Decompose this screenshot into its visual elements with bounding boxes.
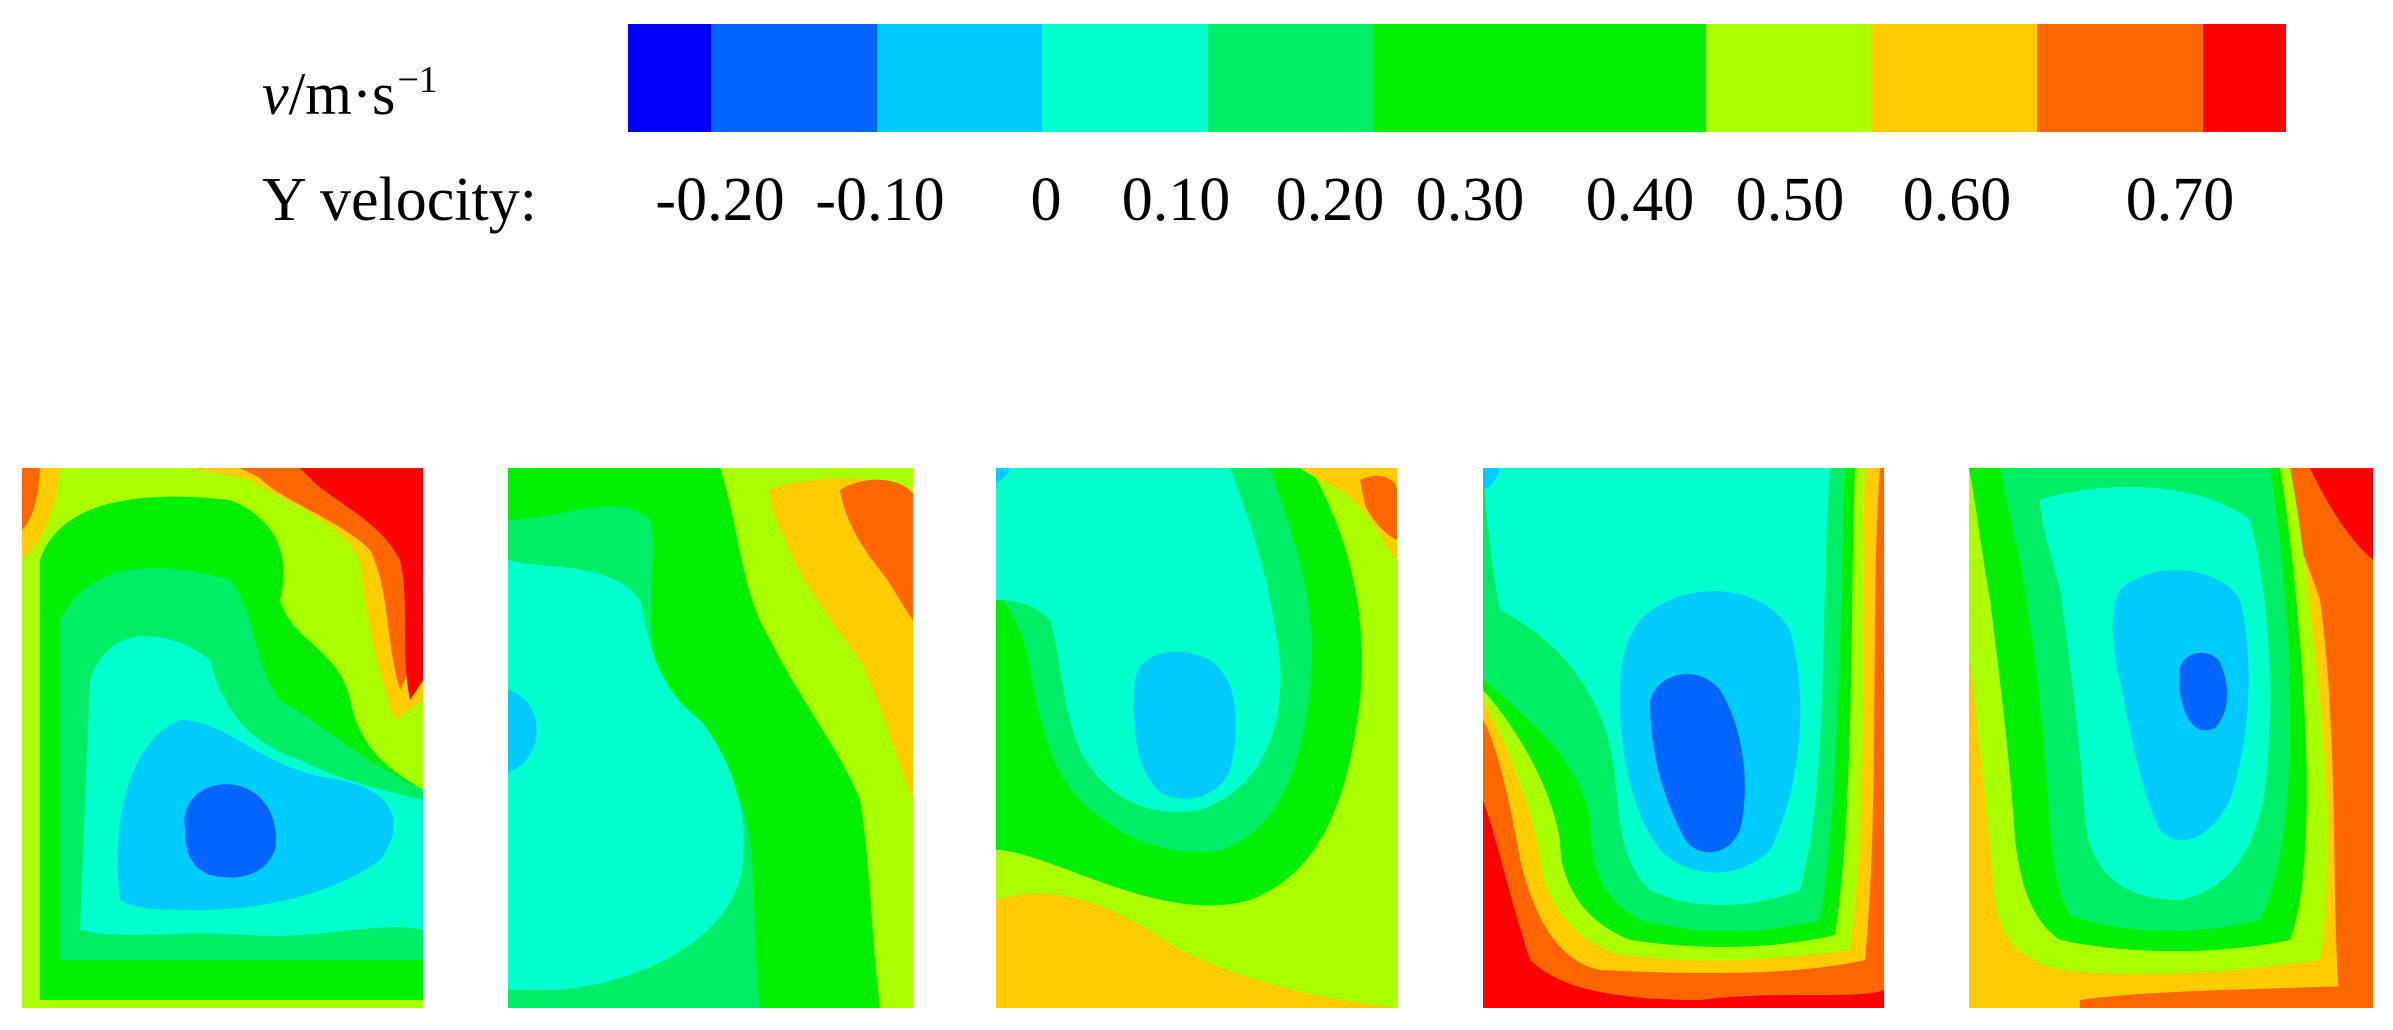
legend-unit-label: v/m·s−1 xyxy=(262,40,438,134)
unit-rest: /m·s xyxy=(288,61,396,127)
band-region xyxy=(1483,468,1500,490)
contour-panel-1 xyxy=(22,468,423,1008)
scale-tick-label: 0 xyxy=(1030,166,1062,234)
color-band-1 xyxy=(628,24,711,132)
band-region xyxy=(184,784,276,878)
scale-tick-label: 0.50 xyxy=(1735,166,1845,234)
scale-tick-label: -0.20 xyxy=(655,166,785,234)
color-band-3 xyxy=(876,24,1043,132)
contour-panel-2 xyxy=(508,468,913,1008)
band-region xyxy=(2310,468,2373,560)
contour-panel-5 xyxy=(1969,468,2373,1008)
color-band-7 xyxy=(1705,24,1872,132)
band-region xyxy=(2112,570,2249,840)
band-region xyxy=(996,468,1010,482)
color-band-10 xyxy=(2203,24,2286,132)
band-region xyxy=(508,690,537,772)
unit-symbol: v xyxy=(262,61,289,127)
band-region xyxy=(1650,673,1745,853)
color-band-9 xyxy=(2037,24,2204,132)
scale-tick-label: 0.30 xyxy=(1415,166,1525,234)
color-scale-bar xyxy=(628,24,2286,132)
band-region xyxy=(2260,468,2373,1008)
contour-panel-3 xyxy=(996,468,1397,1008)
band-region xyxy=(22,468,40,530)
band-region xyxy=(1133,651,1236,799)
band-region xyxy=(1360,475,1397,540)
scale-tick-label: 0.70 xyxy=(2125,166,2235,234)
unit-exponent: −1 xyxy=(397,59,438,101)
color-band-6 xyxy=(1374,24,1706,132)
color-band-5 xyxy=(1208,24,1375,132)
color-band-2 xyxy=(710,24,877,132)
quantity-label: Y velocity: xyxy=(262,166,537,234)
band-region xyxy=(840,479,913,620)
scale-tick-label: 0.10 xyxy=(1121,166,1231,234)
band-region xyxy=(2080,985,2373,1008)
band-region xyxy=(2179,652,2228,731)
scale-tick-label: -0.10 xyxy=(815,166,945,234)
band-region xyxy=(996,893,1397,1008)
contour-panel-4 xyxy=(1483,468,1884,1008)
scale-tick-label: 0.60 xyxy=(1902,166,2012,234)
scale-tick-label: 0.40 xyxy=(1585,166,1695,234)
band-region xyxy=(508,560,744,990)
scale-tick-label: 0.20 xyxy=(1275,166,1385,234)
band-region xyxy=(300,468,423,700)
color-band-4 xyxy=(1042,24,1209,132)
color-band-8 xyxy=(1871,24,2038,132)
